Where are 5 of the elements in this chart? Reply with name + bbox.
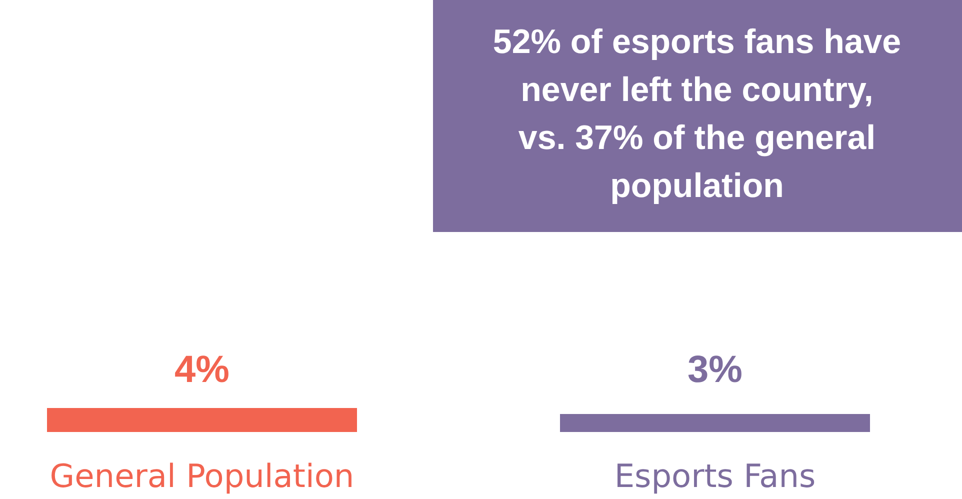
text: 52% of esports fans have never left the country, vs. 37% of the general population (492, 23, 902, 205)
x-tick-label: General Population (50, 457, 354, 495)
x-tick-label: Esports Fans (614, 457, 816, 495)
data-label: 4% (174, 349, 230, 391)
data-label: 3% (688, 349, 742, 391)
